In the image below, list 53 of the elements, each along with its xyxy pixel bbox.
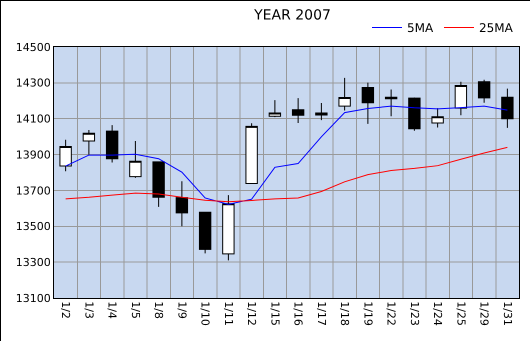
candlestick [292, 98, 304, 124]
y-tick-label: 13700 [16, 184, 51, 198]
candlestick [82, 130, 96, 156]
x-tick-label: 1/11 [222, 301, 235, 326]
candlestick [501, 88, 514, 128]
line-series [65, 146, 508, 202]
chart-title: YEAR 2007 [253, 7, 331, 24]
line-series [65, 106, 508, 205]
x-tick-label: 1/5 [128, 301, 142, 319]
x-tick-label: 1/16 [292, 301, 305, 326]
y-tick-label: 13900 [16, 148, 51, 162]
x-tick-label: 1/22 [384, 301, 398, 326]
x-tick-label: 1/18 [338, 301, 352, 326]
candlestick [129, 140, 142, 178]
x-tick-label: 1/10 [198, 301, 212, 326]
y-tick-label: 13500 [16, 220, 51, 234]
candlestick [338, 77, 351, 111]
legend-label: 25MA [478, 21, 514, 36]
y-tick-label: 14500 [16, 40, 51, 54]
y-tick-label: 14100 [16, 112, 51, 126]
candlestick [478, 79, 490, 104]
candlestick [315, 102, 328, 121]
x-tick-label: 1/31 [500, 301, 514, 326]
y-tick-label: 13300 [16, 256, 51, 269]
candlestick [245, 122, 258, 184]
candlestick [222, 194, 235, 261]
x-tick-label: 1/12 [245, 301, 258, 326]
candlestick [408, 97, 421, 132]
x-tick-label: 1/19 [361, 301, 374, 326]
x-tick-label: 1/29 [478, 301, 491, 326]
candlestick [431, 108, 444, 128]
candlestick [384, 88, 398, 117]
x-tick-label: 1/3 [82, 301, 96, 319]
legend-label: 5MA [407, 21, 434, 36]
candlestick [59, 139, 72, 172]
x-tick-label: 1/25 [454, 301, 468, 326]
y-tick-label: 14300 [16, 76, 51, 90]
candlestick [152, 161, 165, 208]
x-tick-label: 1/9 [175, 301, 188, 319]
candlestick [268, 100, 282, 118]
x-tick-label: 1/24 [431, 301, 444, 326]
x-tick-label: 1/4 [106, 301, 119, 319]
candlestick [176, 180, 188, 227]
y-tick-label: 13100 [16, 292, 51, 305]
x-tick-label: 1/17 [314, 301, 328, 326]
candlestick [198, 211, 212, 254]
candlestick [454, 81, 468, 116]
candlestick [106, 124, 118, 163]
x-tick-label: 1/8 [152, 301, 166, 319]
x-tick-label: 1/23 [408, 301, 421, 326]
x-tick-label: 1/2 [59, 301, 72, 319]
candlestick [362, 82, 374, 124]
x-tick-label: 1/15 [268, 301, 282, 326]
